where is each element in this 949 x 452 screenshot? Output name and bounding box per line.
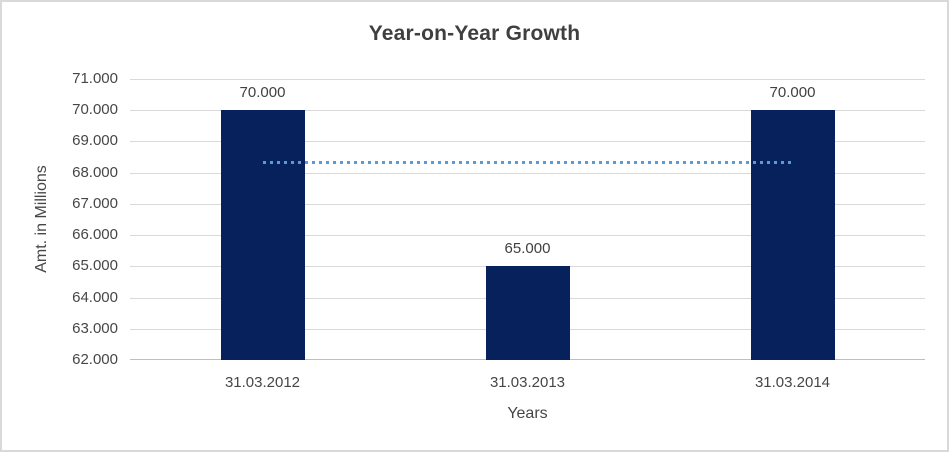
y-tick-label: 64.000 (72, 288, 118, 306)
y-tick-label: 65.000 (72, 257, 118, 275)
y-tick-label: 71.000 (72, 70, 118, 87)
bar-31.03.2014 (750, 110, 835, 360)
bar-31.03.2013 (485, 266, 570, 360)
bar-31.03.2012 (220, 110, 305, 360)
y-tick-label: 70.000 (72, 101, 118, 119)
gridline (130, 110, 925, 112)
y-tick-label: 66.000 (72, 226, 118, 244)
gridline (130, 235, 925, 237)
x-axis-title: Years (507, 405, 548, 422)
gridline (130, 172, 925, 174)
y-tick-label: 67.000 (72, 194, 118, 212)
chart-title: Year-on-Year Growth (368, 22, 581, 45)
x-tick-label: 31.03.2014 (754, 374, 831, 391)
x-tick-label: 31.03.2013 (489, 374, 566, 391)
bar-data-label: 65.000 (504, 240, 551, 258)
gridline (130, 141, 925, 143)
y-tick-label: 62.000 (72, 351, 118, 368)
y-tick-label: 63.000 (72, 319, 118, 337)
gridline (130, 203, 925, 205)
plot-area: 70.000 65.000 70.000 (130, 79, 925, 360)
y-tick-label: 68.000 (72, 163, 118, 181)
gridline (130, 79, 925, 80)
x-tick-label: 31.03.2012 (224, 374, 301, 391)
bar-data-label: 70.000 (239, 84, 286, 102)
y-tick-label: 69.000 (72, 132, 118, 150)
bar-data-label: 70.000 (769, 84, 816, 102)
average-trendline (262, 161, 793, 165)
